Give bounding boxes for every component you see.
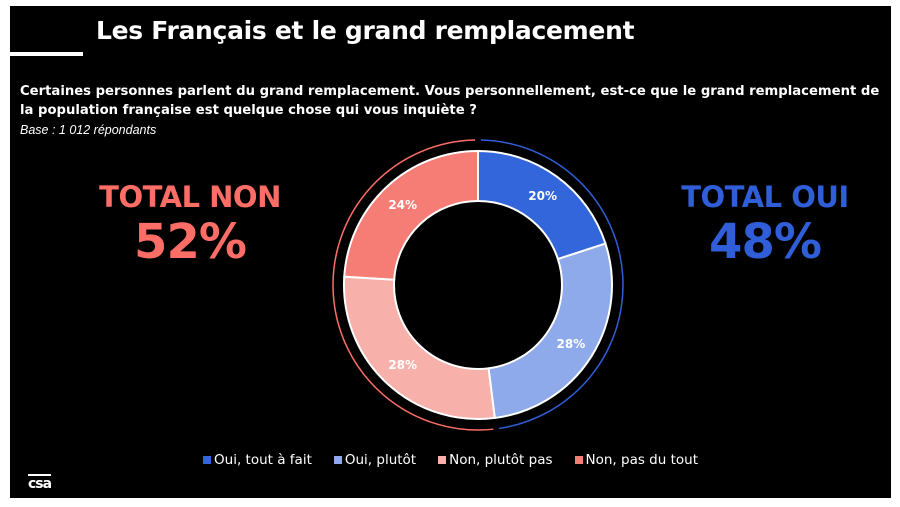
donut-slice-1 xyxy=(477,149,607,261)
ring-oui xyxy=(480,139,624,430)
ring-non xyxy=(332,139,494,431)
donut-slice-4 xyxy=(343,149,479,281)
total-non-label: TOTAL NON xyxy=(99,180,281,214)
legend-item-4: Non, pas du tout xyxy=(574,452,698,468)
base-note: Base : 1 012 répondants xyxy=(20,123,157,137)
slide: Les Français et le grand remplacement Ce… xyxy=(10,6,891,498)
slice-label-1: 20% xyxy=(528,189,557,203)
survey-question: Certaines personnes parlent du grand rem… xyxy=(20,84,880,118)
csa-logo: csa xyxy=(28,474,52,492)
slice-label-4: 24% xyxy=(388,198,417,212)
legend-swatch xyxy=(333,456,342,464)
legend-label: Non, plutôt pas xyxy=(449,452,553,468)
total-oui: TOTAL OUI 48% xyxy=(660,180,870,270)
slice-label-3: 28% xyxy=(388,358,417,372)
legend-swatch xyxy=(438,456,447,464)
total-oui-label: TOTAL OUI xyxy=(681,180,849,214)
slice-label-2: 28% xyxy=(557,337,586,351)
donut-chart: 20% 28% 28% 24% xyxy=(332,139,624,431)
donut-slice-3 xyxy=(343,275,496,420)
legend-swatch xyxy=(574,456,583,464)
total-oui-value: 48% xyxy=(709,214,822,270)
legend-item-1: Oui, tout à fait xyxy=(203,452,312,468)
legend-swatch xyxy=(203,456,212,464)
title-underline xyxy=(10,52,83,56)
total-non: TOTAL NON 52% xyxy=(75,180,305,270)
legend-item-2: Oui, plutôt xyxy=(333,452,417,468)
slide-title: Les Français et le grand remplacement xyxy=(96,16,635,45)
chart-legend: Oui, tout à fait Oui, plutôt Non, plutôt p… xyxy=(10,452,891,468)
legend-label: Oui, plutôt xyxy=(344,452,417,468)
legend-item-3: Non, plutôt pas xyxy=(438,452,553,468)
total-non-value: 52% xyxy=(134,214,247,270)
legend-label: Oui, tout à fait xyxy=(214,452,312,468)
donut-slice-2 xyxy=(487,242,613,420)
legend-label: Non, pas du tout xyxy=(585,452,698,468)
